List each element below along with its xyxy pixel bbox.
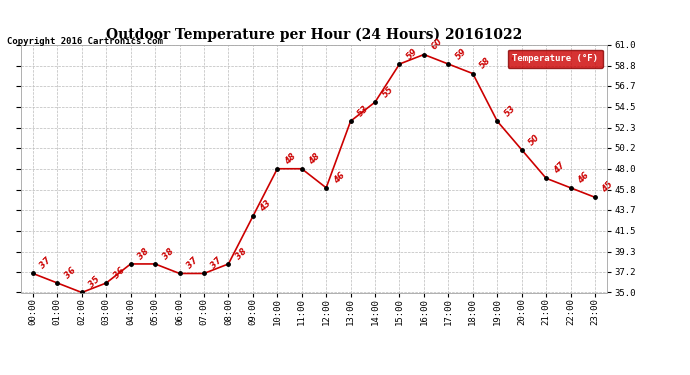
Text: Copyright 2016 Cartronics.com: Copyright 2016 Cartronics.com [7,38,163,46]
Text: 47: 47 [552,161,566,176]
Text: 53: 53 [503,104,518,118]
Title: Outdoor Temperature per Hour (24 Hours) 20161022: Outdoor Temperature per Hour (24 Hours) … [106,28,522,42]
Text: 59: 59 [405,46,420,61]
Text: 36: 36 [63,266,77,280]
Text: 37: 37 [185,256,200,271]
Text: 38: 38 [161,246,175,261]
Text: 46: 46 [576,170,591,185]
Text: 46: 46 [332,170,346,185]
Text: 45: 45 [600,180,615,195]
Legend: Temperature (°F): Temperature (°F) [508,50,602,68]
Text: 58: 58 [478,56,493,71]
Text: 36: 36 [112,266,126,280]
Text: 59: 59 [454,46,469,61]
Text: 60: 60 [429,37,444,52]
Text: 38: 38 [136,246,151,261]
Text: 37: 37 [210,256,224,271]
Text: 35: 35 [88,275,102,290]
Text: 38: 38 [234,246,248,261]
Text: 48: 48 [283,151,297,166]
Text: 55: 55 [381,85,395,99]
Text: 43: 43 [259,199,273,214]
Text: 53: 53 [356,104,371,118]
Text: 50: 50 [527,132,542,147]
Text: 37: 37 [39,256,53,271]
Text: 48: 48 [307,151,322,166]
